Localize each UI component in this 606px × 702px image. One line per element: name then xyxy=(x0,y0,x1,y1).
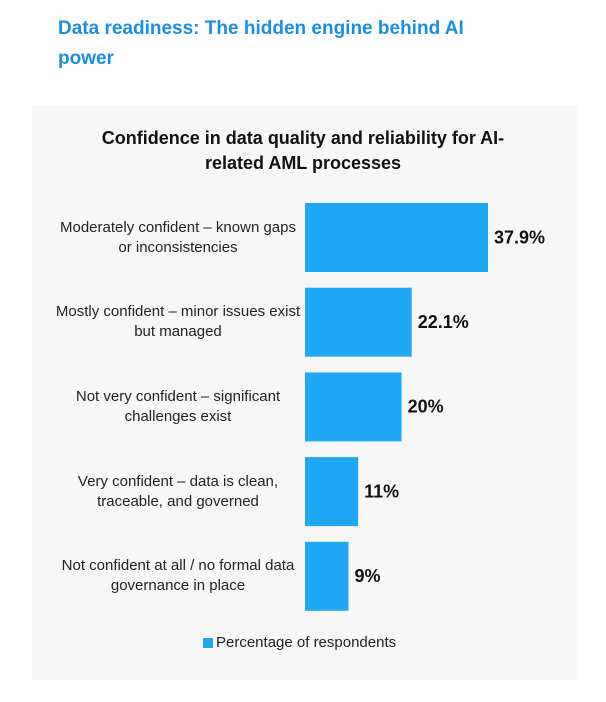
page-title: Data readiness: The hidden engine behind… xyxy=(58,18,464,69)
category-label: Mostly confident – minor issues exist bu… xyxy=(55,303,301,341)
category-label: Very confident – data is clean, traceabl… xyxy=(77,472,279,510)
category-label: Moderately confident – known gaps or inc… xyxy=(60,218,296,256)
value-label: 37.9% xyxy=(494,227,545,247)
value-label: 20% xyxy=(408,397,444,417)
legend: Percentage of respondents xyxy=(203,634,396,651)
value-label: 11% xyxy=(364,481,399,501)
bar xyxy=(305,203,488,272)
bar xyxy=(305,457,359,527)
bar xyxy=(305,287,412,357)
value-label: 22.1% xyxy=(418,312,469,332)
legend-swatch xyxy=(203,637,213,648)
legend-label: Percentage of respondents xyxy=(216,634,397,651)
category-label: Not confident at all / no formal data go… xyxy=(61,557,295,595)
value-label: 9% xyxy=(354,566,380,586)
bar xyxy=(305,372,402,442)
category-label: Not very confident – significant challen… xyxy=(75,387,281,425)
chart-title: Confidence in data quality and reliabili… xyxy=(101,128,505,173)
bar xyxy=(305,541,349,611)
